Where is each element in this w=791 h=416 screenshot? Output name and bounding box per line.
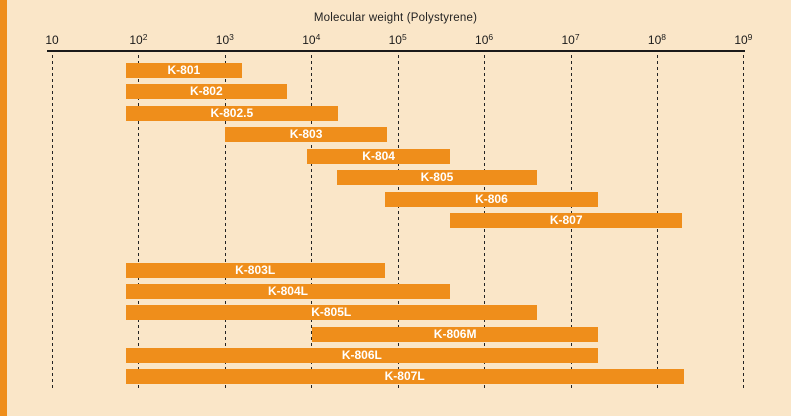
x-gridline: [397, 55, 399, 389]
bar-K-804: K-804: [306, 149, 451, 164]
chart-title: Molecular weight (Polystyrene): [313, 12, 478, 24]
x-tick-label: 107: [561, 32, 580, 47]
left-accent-stripe: [0, 0, 7, 416]
bar-K-803L: K-803L: [125, 263, 385, 278]
bar-K-802: K-802: [125, 84, 288, 99]
x-gridline: [224, 55, 226, 389]
x-tick-label: 102: [129, 32, 148, 47]
bar-K-803: K-803: [224, 127, 388, 142]
bar-K-806: K-806: [384, 192, 599, 207]
bar-K-805: K-805: [337, 170, 537, 185]
x-gridline: [138, 55, 140, 389]
x-tick-label: 104: [302, 32, 321, 47]
x-gridline: [311, 55, 313, 389]
bar-K-807L: K-807L: [125, 369, 684, 384]
x-axis-line: [47, 50, 745, 52]
bar-K-806M: K-806M: [312, 327, 599, 342]
bar-K-806L: K-806L: [125, 348, 599, 363]
bar-K-804L: K-804L: [125, 284, 451, 299]
bar-K-801: K-801: [125, 63, 243, 78]
x-tick-label: 108: [647, 32, 666, 47]
x-tick-label: 105: [388, 32, 407, 47]
x-gridline: [52, 55, 53, 389]
x-tick-label: 109: [734, 32, 753, 47]
x-tick-label: 106: [475, 32, 494, 47]
bar-K-802.5: K-802.5: [125, 106, 339, 121]
x-tick-label: 103: [215, 32, 234, 47]
x-tick-label: 10: [45, 33, 59, 47]
bar-K-805L: K-805L: [125, 305, 537, 320]
x-gridline: [743, 55, 745, 389]
bar-K-807: K-807: [450, 213, 682, 228]
